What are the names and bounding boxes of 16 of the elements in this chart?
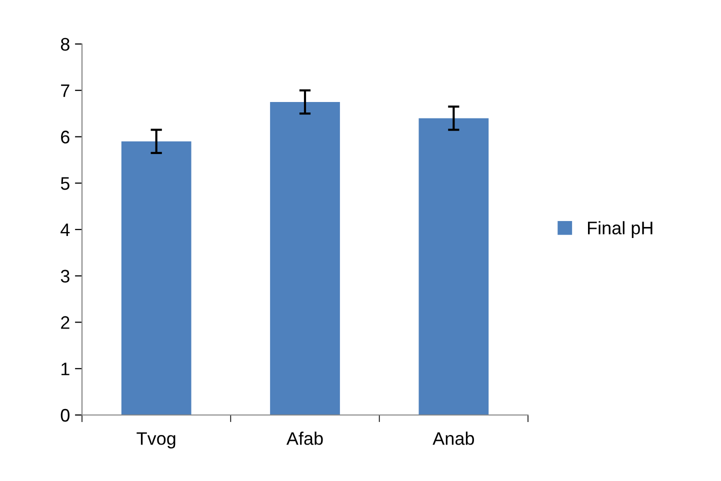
legend-label: Final pH [588, 221, 652, 238]
y-tick-label: 8 [60, 38, 70, 51]
y-tick-label: 0 [60, 408, 70, 422]
y-tick-label: 7 [61, 84, 70, 97]
y-tick-label: 6 [61, 130, 70, 144]
bar [121, 141, 192, 415]
x-tick-label: Tvog [136, 432, 176, 448]
y-tick-label: 3 [60, 270, 70, 283]
y-tick-label: 1 [62, 362, 70, 376]
bar [270, 102, 340, 415]
y-tick-label: 4 [60, 224, 70, 236]
bar [418, 118, 489, 415]
y-tick-label: 5 [60, 177, 70, 190]
x-tick-label: Anab [432, 432, 474, 445]
y-tick-label: 2 [61, 316, 70, 329]
x-tick-label: Afab [286, 432, 323, 445]
